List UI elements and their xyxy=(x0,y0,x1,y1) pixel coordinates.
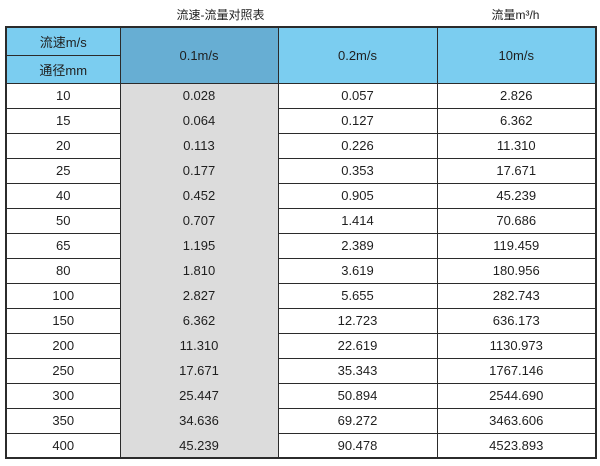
flow-value-cell: 636.173 xyxy=(436,307,597,334)
column-header-0.2ms: 0.2m/s xyxy=(277,26,438,84)
corner-diameter-label: 通径mm xyxy=(5,54,121,84)
flow-value-cell: 1767.146 xyxy=(436,357,597,384)
flow-value-cell: 2544.690 xyxy=(436,382,597,409)
header-row-top: 流速m/s 0.1m/s 0.2m/s 10m/s xyxy=(5,26,597,84)
flow-value-cell: 282.743 xyxy=(436,282,597,309)
flow-value-cell: 6.362 xyxy=(436,107,597,134)
table-captions: 流速-流量对照表 流量m³/h xyxy=(5,0,595,26)
diameter-cell: 40 xyxy=(5,182,121,209)
flow-value-cell: 0.226 xyxy=(277,132,438,159)
flow-value-cell: 0.028 xyxy=(119,82,279,109)
diameter-cell: 15 xyxy=(5,107,121,134)
flow-value-cell: 45.239 xyxy=(119,433,279,459)
flow-value-cell: 69.272 xyxy=(277,407,438,434)
table-row: 15 0.064 0.127 6.362 xyxy=(5,107,597,134)
table-row: 10 0.028 0.057 2.826 xyxy=(5,82,597,109)
table-body: 10 0.028 0.057 2.826 15 0.064 0.127 6.362 20 0.11… xyxy=(5,82,597,459)
flow-value-cell: 2.826 xyxy=(436,82,597,109)
flow-value-cell: 22.619 xyxy=(277,332,438,359)
diameter-cell: 300 xyxy=(5,382,121,409)
flow-value-cell: 1130.973 xyxy=(436,332,597,359)
table-row: 100 2.827 5.655 282.743 xyxy=(5,282,597,309)
diameter-cell: 400 xyxy=(5,432,121,459)
diameter-cell: 20 xyxy=(5,132,121,159)
flow-value-cell: 0.113 xyxy=(119,133,279,159)
flow-value-cell: 3.619 xyxy=(277,257,438,284)
flow-value-cell: 0.707 xyxy=(119,208,279,234)
flow-value-cell: 90.478 xyxy=(277,432,438,459)
flow-value-cell: 180.956 xyxy=(436,257,597,284)
flow-value-cell: 1.810 xyxy=(119,258,279,284)
diameter-cell: 25 xyxy=(5,157,121,184)
flow-value-cell: 12.723 xyxy=(277,307,438,334)
table-row: 25 0.177 0.353 17.671 xyxy=(5,157,597,184)
diameter-cell: 65 xyxy=(5,232,121,259)
flow-value-cell: 0.177 xyxy=(119,158,279,184)
table-row: 80 1.810 3.619 180.956 xyxy=(5,257,597,284)
flow-value-cell: 3463.606 xyxy=(436,407,597,434)
diameter-cell: 50 xyxy=(5,207,121,234)
flow-value-cell: 34.636 xyxy=(119,408,279,434)
diameter-cell: 200 xyxy=(5,332,121,359)
flow-value-cell: 2.827 xyxy=(119,283,279,309)
column-header-0.1ms: 0.1m/s xyxy=(119,26,279,84)
flow-value-cell: 0.452 xyxy=(119,183,279,209)
flow-value-cell: 0.127 xyxy=(277,107,438,134)
flow-unit-label: 流量m³/h xyxy=(491,8,540,22)
table-row: 350 34.636 69.272 3463.606 xyxy=(5,407,597,434)
diameter-cell: 100 xyxy=(5,282,121,309)
flow-value-cell: 1.414 xyxy=(277,207,438,234)
flow-value-cell: 50.894 xyxy=(277,382,438,409)
diameter-cell: 150 xyxy=(5,307,121,334)
flow-value-cell: 17.671 xyxy=(119,358,279,384)
flow-value-cell: 2.389 xyxy=(277,232,438,259)
flow-value-cell: 119.459 xyxy=(436,232,597,259)
flow-value-cell: 0.905 xyxy=(277,182,438,209)
flow-value-cell: 25.447 xyxy=(119,383,279,409)
table-row: 40 0.452 0.905 45.239 xyxy=(5,182,597,209)
diameter-cell: 10 xyxy=(5,82,121,109)
table-row: 50 0.707 1.414 70.686 xyxy=(5,207,597,234)
flow-value-cell: 17.671 xyxy=(436,157,597,184)
table-row: 300 25.447 50.894 2544.690 xyxy=(5,382,597,409)
flow-value-cell: 11.310 xyxy=(119,333,279,359)
header-row-bottom: 通径mm xyxy=(5,54,596,84)
velocity-flow-table: 流速m/s 0.1m/s 0.2m/s 10m/s 通径mm 10 0.028 0.… xyxy=(5,26,597,459)
column-header-10ms: 10m/s xyxy=(436,26,597,84)
flow-value-cell: 0.064 xyxy=(119,108,279,134)
flow-value-cell: 0.353 xyxy=(277,157,438,184)
table-row: 400 45.239 90.478 4523.893 xyxy=(5,432,597,459)
flow-value-cell: 4523.893 xyxy=(436,432,597,459)
table-row: 20 0.113 0.226 11.310 xyxy=(5,132,597,159)
table-header: 流速m/s 0.1m/s 0.2m/s 10m/s 通径mm xyxy=(5,26,597,84)
flow-value-cell: 0.057 xyxy=(277,82,438,109)
table-row: 150 6.362 12.723 636.173 xyxy=(5,307,597,334)
diameter-cell: 80 xyxy=(5,257,121,284)
flow-value-cell: 5.655 xyxy=(277,282,438,309)
table-row: 65 1.195 2.389 119.459 xyxy=(5,232,597,259)
flow-value-cell: 11.310 xyxy=(436,132,597,159)
diameter-cell: 250 xyxy=(5,357,121,384)
flow-value-cell: 70.686 xyxy=(436,207,597,234)
flow-value-cell: 1.195 xyxy=(119,233,279,259)
table-row: 250 17.671 35.343 1767.146 xyxy=(5,357,597,384)
corner-velocity-label: 流速m/s xyxy=(5,26,121,56)
flow-value-cell: 45.239 xyxy=(436,182,597,209)
table-row: 200 11.310 22.619 1130.973 xyxy=(5,332,597,359)
diameter-cell: 350 xyxy=(5,407,121,434)
table-title: 流速-流量对照表 xyxy=(176,8,265,22)
flow-value-cell: 35.343 xyxy=(277,357,438,384)
flow-value-cell: 6.362 xyxy=(119,308,279,334)
